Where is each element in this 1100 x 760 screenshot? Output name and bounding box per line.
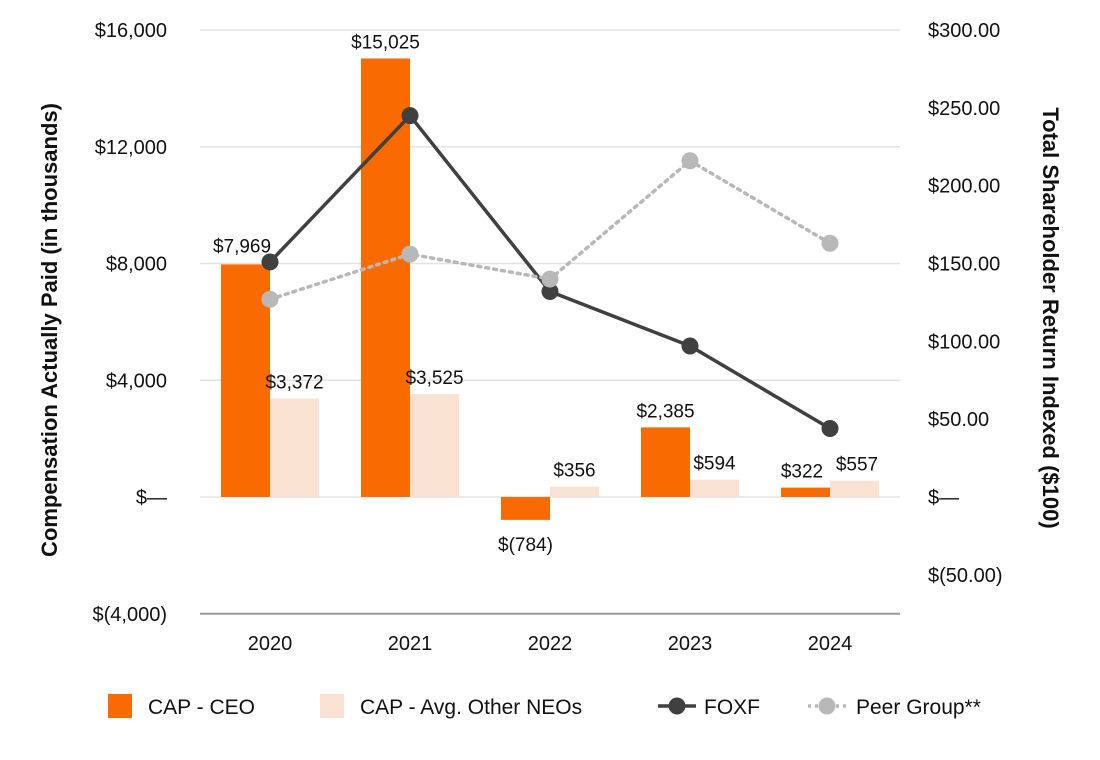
left-tick-label: $16,000 <box>95 20 167 42</box>
label-cap-neos-2021: $3,525 <box>405 368 463 389</box>
right-tick-label: $150.00 <box>928 254 1000 276</box>
legend: CAP - CEO CAP - Avg. Other NEOs FOXF Pee… <box>108 694 981 719</box>
legend-label-foxf: FOXF <box>704 696 760 719</box>
label-cap-neos-2023: $594 <box>693 454 736 475</box>
marker-foxf-2021 <box>401 107 419 125</box>
marker-peer-group-2024 <box>821 234 839 252</box>
legend-marker-peer <box>818 697 836 715</box>
x-tick-label: 2020 <box>248 633 293 655</box>
right-axis-title: Total Shareholder Return Indexed ($100) <box>1038 107 1063 528</box>
bar-cap-ceo-2020 <box>221 264 270 497</box>
bar-cap-neos-2020 <box>270 398 319 497</box>
legend-swatch-cap-ceo <box>108 694 132 718</box>
x-tick-label: 2023 <box>668 633 713 655</box>
tsr-lines <box>261 107 839 438</box>
left-tick-label: $12,000 <box>95 137 167 159</box>
bar-cap-neos-2024 <box>830 480 879 497</box>
label-cap-ceo-2020: $7,969 <box>213 236 271 257</box>
bar-cap-ceo-2023 <box>641 427 690 497</box>
right-tick-label: $250.00 <box>928 98 1000 120</box>
bar-cap-neos-2023 <box>690 479 739 497</box>
legend-label-cap-ceo: CAP - CEO <box>148 696 255 719</box>
legend-marker-foxf <box>668 697 686 715</box>
left-axis-ticks: $16,000 $12,000 $8,000 $4,000 $— $(4,000) <box>93 20 168 626</box>
right-tick-label: $50.00 <box>928 409 989 431</box>
bar-cap-ceo-2024 <box>781 487 830 497</box>
left-axis-title: Compensation Actually Paid (in thousands… <box>37 103 62 557</box>
marker-foxf-2023 <box>681 337 699 355</box>
label-cap-neos-2020: $3,372 <box>265 373 323 394</box>
right-tick-label: $200.00 <box>928 176 1000 198</box>
left-tick-label: $(4,000) <box>93 604 168 626</box>
bar-cap-neos-2021 <box>410 394 459 497</box>
right-tick-label: $100.00 <box>928 331 1000 353</box>
marker-peer-group-2022 <box>541 270 559 288</box>
x-tick-label: 2021 <box>388 633 433 655</box>
right-tick-label: $— <box>928 487 959 509</box>
label-cap-neos-2024: $557 <box>836 455 878 476</box>
x-axis-ticks: 2020 2021 2022 2023 2024 <box>248 633 853 655</box>
marker-peer-group-2023 <box>681 152 699 170</box>
marker-peer-group-2020 <box>261 290 279 308</box>
legend-label-cap-neos: CAP - Avg. Other NEOs <box>360 696 582 719</box>
marker-foxf-2020 <box>261 253 279 271</box>
right-tick-label: $(50.00) <box>928 565 1003 587</box>
label-cap-ceo-2021: $15,025 <box>351 32 420 53</box>
x-tick-label: 2022 <box>528 633 573 655</box>
label-cap-ceo-2023: $2,385 <box>636 401 694 422</box>
right-axis-ticks: $300.00 $250.00 $200.00 $150.00 $100.00 $50.0… <box>928 20 1003 587</box>
left-tick-label: $4,000 <box>106 370 167 392</box>
label-cap-ceo-2022: $(784) <box>498 535 553 556</box>
bar-cap-ceo-2021 <box>361 58 410 497</box>
gridlines <box>200 29 900 615</box>
marker-peer-group-2021 <box>401 245 419 263</box>
legend-swatch-cap-neos <box>320 694 344 718</box>
bars <box>221 58 879 520</box>
legend-label-peer: Peer Group** <box>856 696 981 719</box>
bar-cap-neos-2022 <box>550 486 599 497</box>
right-tick-label: $300.00 <box>928 20 1000 42</box>
x-tick-label: 2024 <box>808 633 853 655</box>
marker-foxf-2022 <box>541 283 559 301</box>
bar-cap-ceo-2022 <box>501 497 550 520</box>
label-cap-ceo-2024: $322 <box>781 462 823 483</box>
marker-foxf-2024 <box>821 420 839 438</box>
label-cap-neos-2022: $356 <box>553 461 595 482</box>
bar-data-labels: $7,969 $3,372 $15,025 $3,525 $(784) $356 $2,38… <box>213 32 878 555</box>
left-tick-label: $— <box>136 487 167 509</box>
left-tick-label: $8,000 <box>106 254 167 276</box>
